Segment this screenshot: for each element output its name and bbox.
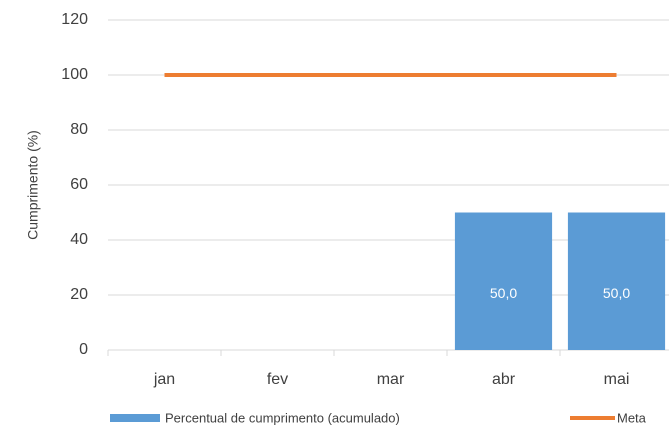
x-tick-label: mai xyxy=(604,371,630,388)
y-tick-label: 100 xyxy=(61,66,88,83)
y-tick-label: 0 xyxy=(79,341,88,358)
bar xyxy=(454,212,553,350)
x-tick-label: fev xyxy=(267,371,288,388)
y-tick-label: 40 xyxy=(70,231,88,248)
y-axis-label: Cumprimento (%) xyxy=(25,130,41,240)
legend-label: Meta xyxy=(617,410,647,425)
legend-swatch xyxy=(110,414,160,422)
y-tick-label: 120 xyxy=(61,11,88,28)
data-label: 50,0 xyxy=(490,285,517,301)
x-tick-label: jan xyxy=(153,371,175,388)
data-label: 50,0 xyxy=(603,285,630,301)
x-tick-label: mar xyxy=(377,371,405,388)
x-tick-label: abr xyxy=(492,371,516,388)
y-tick-label: 80 xyxy=(70,121,88,138)
y-tick-label: 20 xyxy=(70,286,88,303)
bar xyxy=(567,212,666,350)
y-tick-label: 60 xyxy=(70,176,88,193)
legend-label: Percentual de cumprimento (acumulado) xyxy=(165,410,400,425)
